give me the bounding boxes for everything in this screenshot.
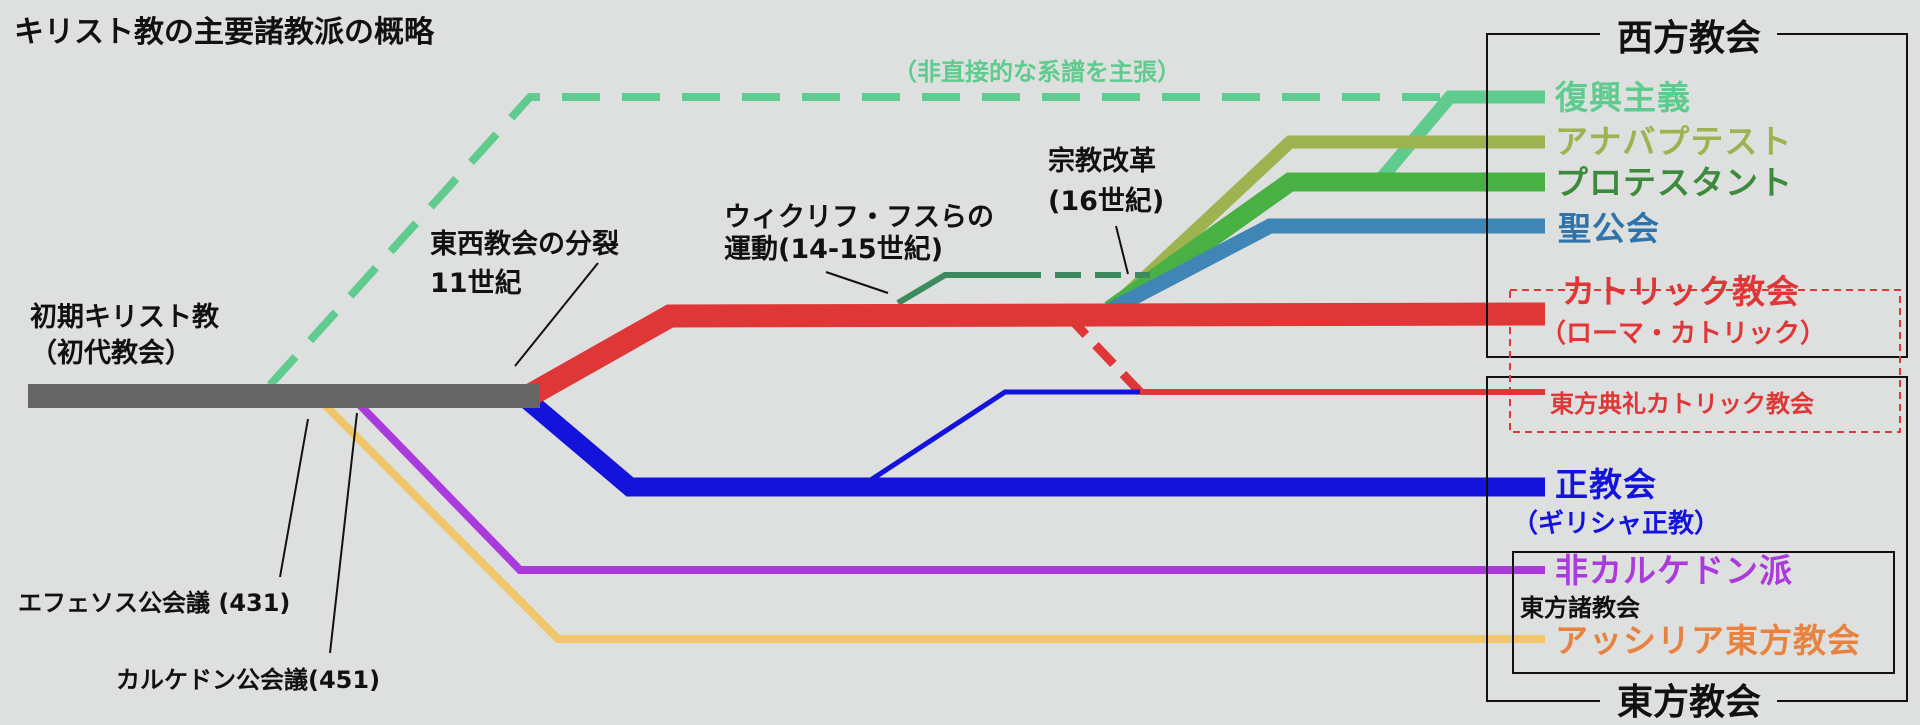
branch-orthodox-line1: 正教会 (1555, 465, 1657, 504)
branch-restorationism: 復興主義 (1554, 78, 1691, 117)
branch-anglican: 聖公会 (1558, 209, 1660, 248)
branch-protestant: プロテスタント (1555, 163, 1793, 202)
branch-orthodox-line2: （ギリシャ正教） (1512, 509, 1720, 539)
catholic-line (519, 302, 1546, 409)
eastern-church-heading: 東方教会 (1617, 682, 1761, 723)
oriental-churches-heading: 東方諸教会 (1520, 594, 1640, 622)
branch-catholic-line2: （ローマ・カトリック） (1540, 319, 1826, 349)
non-chalcedonian-line (352, 397, 1545, 574)
branch-non-chalcedonian: 非カルケドン派 (1555, 551, 1793, 590)
page-title: キリスト教の主要諸教派の概略 (14, 15, 435, 50)
indirect-lineage-label: （非直接的な系譜を主張） (893, 58, 1181, 86)
ephesus-label: エフェソス公会議 (431) (18, 589, 290, 617)
wycliffe-pointer (825, 271, 889, 294)
reformation-label-line2: (16世紀) (1048, 185, 1164, 217)
chalcedon-label: カルケドン公会議(451) (116, 666, 380, 694)
orthodox-sub-line (858, 389, 1140, 490)
eastern-catholic-dashed-line (1064, 312, 1144, 396)
branch-catholic-line1: カトリック教会 (1562, 272, 1800, 311)
early-church-label-line2: （初代教会） (30, 338, 192, 369)
wycliffe-label-line2: 運動(14-15世紀) (724, 233, 943, 265)
oriental-churches-box (1512, 551, 1895, 674)
reformation-pointer (1115, 225, 1129, 275)
schism-label-line2: 11世紀 (430, 267, 522, 299)
anglican-line (1106, 218, 1545, 317)
protestant-line (1104, 172, 1545, 318)
early-church-label-line1: 初期キリスト教 (30, 302, 219, 333)
assyrian-line (317, 397, 1545, 643)
orthodox-line (518, 390, 1545, 497)
western-church-heading: 西方教会 (1617, 18, 1761, 59)
eastern-church-box (1486, 376, 1908, 702)
ephesus-pointer (279, 418, 309, 578)
catholic-communion-dashed-box (1509, 289, 1901, 433)
wycliffe-line (896, 272, 1015, 306)
chalcedon-pointer (329, 412, 358, 654)
restorationism-line (1375, 90, 1545, 185)
branch-anabaptist: アナバプテスト (1555, 122, 1792, 161)
reformation-label-line1: 宗教改革 (1048, 145, 1156, 177)
schism-pointer (514, 262, 599, 367)
schism-label-line1: 東西教会の分裂 (430, 229, 619, 260)
branch-assyrian: アッシリア東方教会 (1555, 621, 1861, 660)
anabaptist-line (1105, 135, 1545, 315)
western-church-box (1486, 33, 1908, 358)
wycliffe-label-line1: ウィクリフ・フスらの (724, 202, 994, 233)
branch-eastern-catholic: 東方典礼カトリック教会 (1550, 390, 1814, 418)
restorationism-dashed-line (267, 93, 1450, 388)
